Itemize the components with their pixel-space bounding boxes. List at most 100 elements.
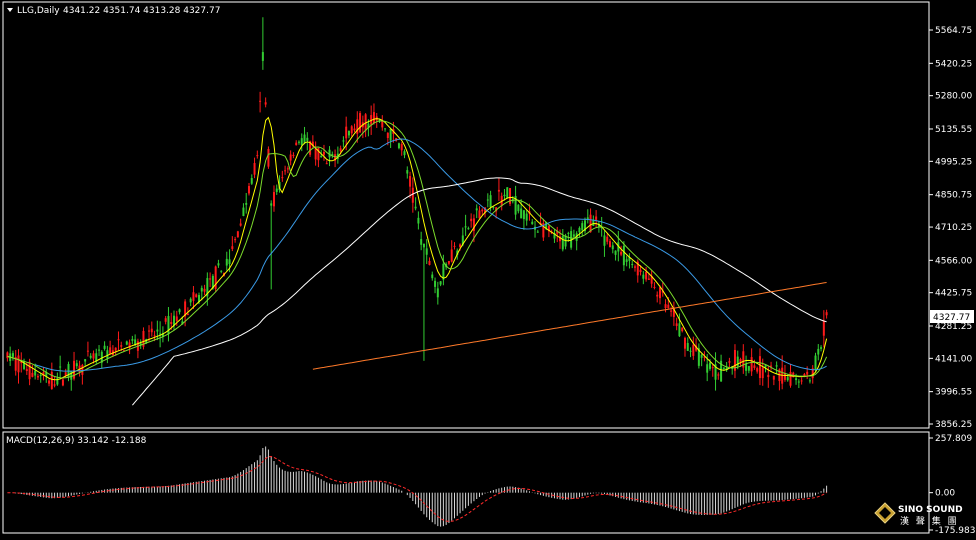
candle-body bbox=[381, 121, 384, 128]
candle-body bbox=[75, 363, 78, 367]
price-tick-label: 4566.00 bbox=[935, 256, 972, 266]
candle-body bbox=[167, 316, 170, 335]
candle-body bbox=[200, 287, 203, 292]
price-tick-label: 4281.25 bbox=[935, 322, 972, 332]
candle-body bbox=[156, 329, 159, 332]
candle-body bbox=[353, 128, 356, 131]
candle-body bbox=[720, 360, 723, 382]
candle-body bbox=[384, 128, 387, 130]
candle-body bbox=[25, 369, 28, 372]
candle-body bbox=[203, 288, 206, 292]
candle-body bbox=[189, 298, 192, 303]
candle-body bbox=[561, 235, 564, 250]
candle-body bbox=[322, 152, 325, 155]
candle-body bbox=[123, 350, 126, 352]
candle-body bbox=[339, 148, 342, 152]
candle-body bbox=[725, 367, 728, 371]
candle-body bbox=[628, 257, 631, 261]
candle-body bbox=[600, 227, 603, 229]
macd-axis: 257.809 0.00 -175.983 bbox=[929, 434, 975, 536]
candle-body bbox=[650, 276, 653, 284]
candle-body bbox=[542, 223, 545, 238]
candle-body bbox=[311, 141, 314, 146]
candle-body bbox=[647, 278, 650, 280]
candle-body bbox=[692, 344, 695, 356]
candle-body bbox=[347, 130, 350, 136]
candle-body bbox=[292, 154, 295, 157]
candle-body bbox=[14, 357, 17, 371]
candle-body bbox=[567, 232, 570, 234]
candle-body bbox=[250, 178, 253, 184]
candle-body bbox=[134, 339, 137, 346]
candle-body bbox=[211, 275, 214, 289]
moving-averages-layer bbox=[7, 116, 828, 406]
candle-body bbox=[256, 155, 259, 157]
candle-body bbox=[717, 374, 720, 376]
candle-body bbox=[806, 371, 809, 375]
candle-body bbox=[747, 366, 750, 371]
candle-body bbox=[234, 239, 237, 241]
main-panel-frame bbox=[2, 1, 930, 429]
candle-body bbox=[800, 380, 803, 382]
candle-body bbox=[86, 350, 89, 352]
price-tick-label: 3856.25 bbox=[935, 420, 972, 430]
candle-body bbox=[756, 368, 759, 372]
candle-body bbox=[572, 234, 575, 237]
candle-body bbox=[11, 353, 14, 357]
candle-body bbox=[484, 207, 487, 213]
watermark-chinese: 漢 聲 集 團 bbox=[900, 515, 959, 527]
candle-body bbox=[475, 208, 478, 211]
candle-body bbox=[317, 148, 320, 161]
candle-body bbox=[761, 367, 764, 379]
candle-body bbox=[575, 233, 578, 241]
candle-body bbox=[678, 323, 681, 337]
candle-body bbox=[20, 361, 23, 364]
candle-body bbox=[689, 350, 692, 352]
candle-body bbox=[447, 260, 450, 264]
candle-body bbox=[303, 134, 306, 143]
candle-body bbox=[420, 239, 423, 245]
candle-body bbox=[397, 143, 400, 149]
ma-fast-line bbox=[7, 116, 828, 381]
candle-body bbox=[795, 378, 798, 381]
ma-250-line bbox=[312, 282, 827, 370]
candle-body bbox=[439, 281, 442, 285]
candle-body bbox=[581, 223, 584, 231]
candle-body bbox=[198, 295, 201, 302]
candle-body bbox=[220, 270, 223, 272]
candle-body bbox=[386, 132, 389, 138]
candle-body bbox=[578, 227, 581, 233]
candle-body bbox=[797, 381, 800, 383]
candle-body bbox=[522, 210, 525, 220]
candle-body bbox=[73, 360, 76, 379]
candle-body bbox=[639, 269, 642, 273]
candle-body bbox=[45, 372, 48, 377]
candle-body bbox=[409, 176, 412, 187]
candle-body bbox=[622, 245, 625, 266]
candle-body bbox=[106, 350, 109, 359]
candle-body bbox=[161, 332, 164, 337]
candle-body bbox=[89, 355, 92, 358]
candle-body bbox=[264, 102, 267, 105]
candle-body bbox=[589, 214, 592, 233]
candle-body bbox=[617, 242, 620, 252]
candle-body bbox=[706, 364, 709, 373]
candle-body bbox=[467, 228, 470, 230]
candle-body bbox=[434, 280, 437, 287]
price-tick-label: 4141.00 bbox=[935, 354, 972, 364]
candle-body bbox=[775, 365, 778, 367]
ma-60-line bbox=[35, 138, 827, 372]
dropdown-triangle-icon[interactable] bbox=[7, 8, 13, 12]
candle-body bbox=[117, 339, 120, 341]
candle-body bbox=[556, 230, 559, 234]
candle-body bbox=[186, 313, 189, 316]
candle-body bbox=[786, 377, 789, 381]
candle-body bbox=[431, 274, 434, 279]
candle-body bbox=[92, 353, 95, 359]
candle-body bbox=[206, 278, 209, 297]
candle-body bbox=[425, 248, 428, 255]
candle-body bbox=[653, 286, 656, 288]
candle-body bbox=[478, 210, 481, 219]
candle-body bbox=[642, 274, 645, 279]
candle-body bbox=[125, 341, 128, 345]
